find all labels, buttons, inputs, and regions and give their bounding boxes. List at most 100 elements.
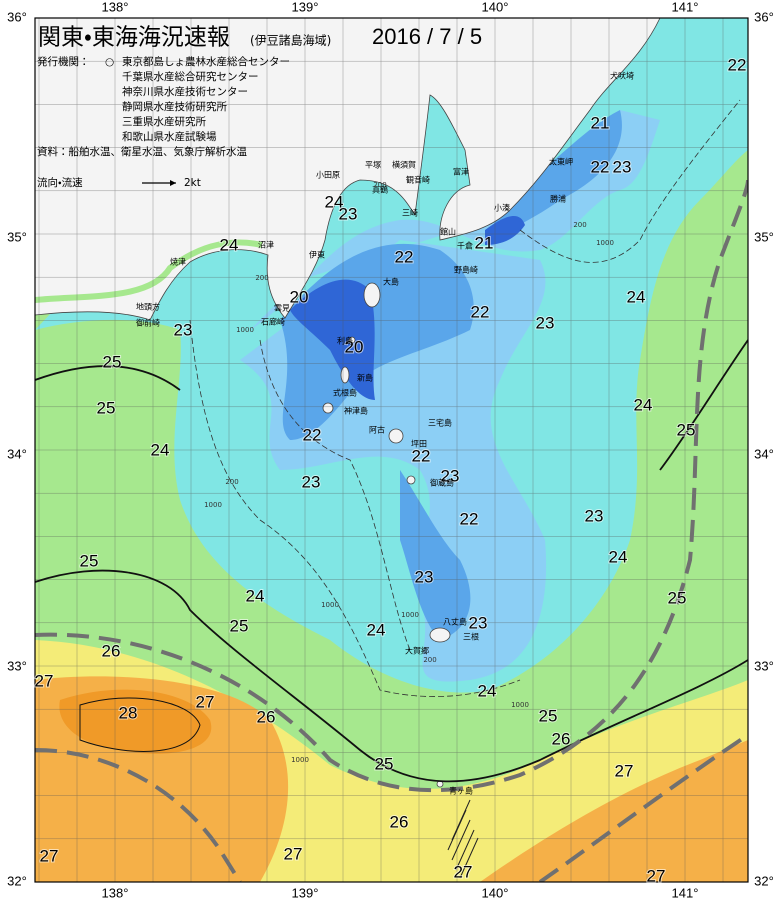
isotherm-label: 25 (97, 398, 116, 417)
island (388, 428, 404, 444)
isotherm-label: 22 (395, 247, 414, 266)
lon-label: 141° (672, 885, 699, 900)
lat-label-right: 32° (754, 873, 774, 888)
sea-orange-core (59, 689, 212, 754)
place-name: 三宅島 (428, 418, 452, 428)
isotherm-label: 25 (668, 588, 687, 607)
isotherm-label: 24 (609, 547, 628, 566)
isotherm-label: 25 (230, 616, 249, 635)
island (348, 336, 356, 344)
isotherm-label: 27 (615, 761, 634, 780)
place-name: 八丈島 (443, 617, 467, 627)
agency: 和歌山県水産試験場 (122, 130, 217, 143)
lon-label-top: 139° (292, 0, 319, 14)
depth-label: 200 (423, 656, 436, 664)
isotherm (35, 365, 181, 391)
depth-label: 1000 (204, 501, 222, 509)
place-name: 野島崎 (454, 265, 478, 275)
isotherm-label: 24 (220, 235, 239, 254)
sea-orange-east (480, 740, 748, 882)
title: 関東・東海海況速報 (38, 25, 230, 51)
depth-label: 1000 (321, 601, 339, 609)
isotherm-label: 27 (284, 844, 303, 863)
place-name: 焼津 (170, 257, 186, 267)
isotherm-label: 23 (415, 567, 434, 586)
isotherm-label: 27 (40, 846, 59, 865)
isotherm-label: 24 (627, 287, 646, 306)
island (322, 402, 334, 414)
isotherm-lines (35, 339, 748, 783)
place-name: 太東岬 (549, 157, 573, 167)
legend-arrowhead (170, 180, 176, 186)
isotherm-label: 24 (367, 620, 386, 639)
map-frame (34, 17, 749, 883)
isotherm-label: 24 (246, 586, 265, 605)
isotherm-label: 22 (460, 509, 479, 528)
place-name: 犬吠埼 (610, 71, 634, 81)
subtitle: (伊豆諸島海域) (250, 33, 331, 48)
place-name: 御蔵島 (430, 478, 454, 488)
isotherm-label: 23 (339, 204, 358, 223)
isotherm-label: 28 (119, 703, 138, 722)
lat-label: 36° (7, 9, 27, 24)
place-name: 式根島 (333, 388, 357, 398)
place-name: 観音崎 (406, 175, 430, 185)
place-name: 雲見 (274, 304, 290, 313)
place-name: 小田原 (316, 171, 340, 180)
isotherm-label: 21 (475, 233, 494, 252)
isotherm-label: 22 (728, 55, 747, 74)
place-name: 大島 (383, 277, 399, 287)
isotherm-label: 24 (151, 440, 170, 459)
isotherm-label: 23 (174, 320, 193, 339)
island (340, 366, 350, 384)
isotherm-label: 25 (539, 706, 558, 725)
agency: 東京都島しょ農林水産総合センター (122, 55, 290, 68)
isotherm-label: 22 (471, 302, 490, 321)
place-name: 御前崎 (136, 318, 160, 328)
agency-symbol: ○ (105, 56, 114, 68)
sea-light-blue (240, 110, 660, 682)
labels: 東京都島しょ農林水産総合センター千葉県水産総合研究センター神奈川県水産技術センタ… (7, 0, 774, 900)
isotherm-label: 23 (536, 313, 555, 332)
place-name: 地頭方 (136, 302, 160, 312)
agency: 千葉県水産総合研究センター (122, 70, 259, 83)
isotherm-label: 25 (375, 754, 394, 773)
lat-label: 35° (7, 229, 27, 244)
isotherm-label: 26 (390, 812, 409, 831)
lat-label: 34° (7, 446, 27, 461)
place-name: 小湊 (494, 203, 510, 213)
isotherm-label: 22 (412, 446, 431, 465)
lon-label: 140° (482, 885, 509, 900)
place-name: 坪田 (411, 440, 427, 449)
place-name: 真鶴 (372, 185, 388, 195)
depth-label: 1000 (401, 611, 419, 619)
place-name: 横須賀 (392, 160, 416, 170)
isotherm-label: 23 (441, 466, 460, 485)
isotherm-label: 27 (35, 671, 54, 690)
kuroshio-axes (35, 179, 748, 882)
date: 2016 / 7 / 5 (372, 24, 482, 49)
place-name: 平塚 (365, 161, 381, 170)
isotherm (35, 569, 748, 783)
isotherm-label: 25 (677, 420, 696, 439)
place-name: 沼津 (258, 240, 274, 250)
isotherm-label: 20 (290, 287, 309, 306)
place-name: 勝浦 (550, 194, 566, 204)
island (363, 282, 381, 308)
depth-contours (189, 99, 741, 697)
lat-label: 32° (7, 873, 27, 888)
isotherm-label: 23 (585, 506, 604, 525)
current-arrows (447, 799, 479, 879)
place-name: 神津島 (344, 406, 368, 416)
sea-dark-blue (290, 215, 525, 400)
place-name: 富津 (453, 167, 469, 177)
isotherm (659, 339, 748, 471)
isotherm-label: 25 (80, 551, 99, 570)
place-name: 三崎 (402, 208, 418, 218)
place-name: 利島 (337, 336, 353, 346)
isotherm-label: 24 (478, 681, 497, 700)
isotherm-label: 26 (102, 641, 121, 660)
place-name: 大賀郷 (405, 646, 429, 656)
lon-label: 139° (292, 885, 319, 900)
